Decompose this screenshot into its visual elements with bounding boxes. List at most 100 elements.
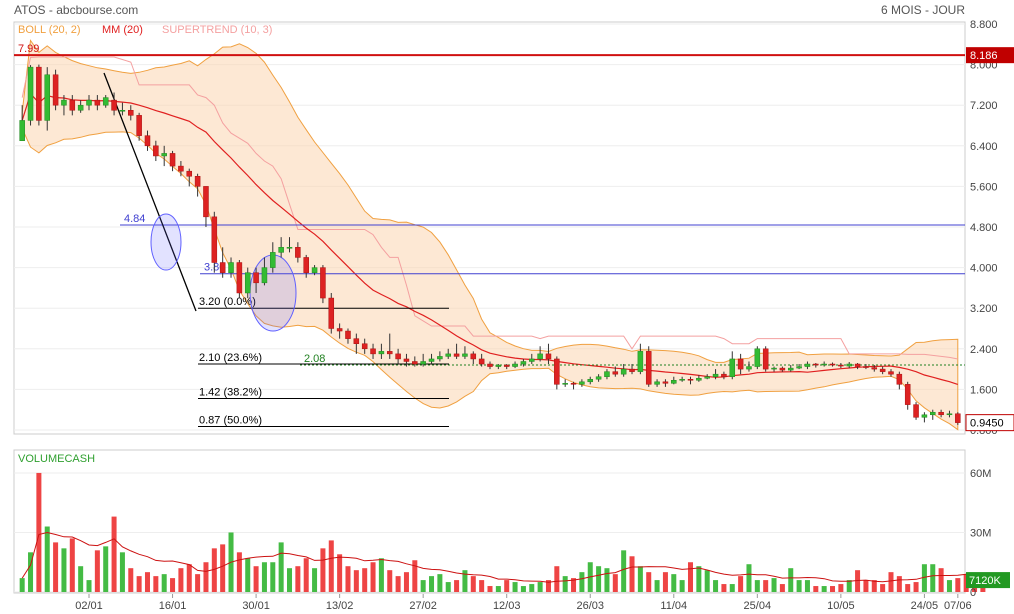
candle-body <box>453 353 460 357</box>
price-tick-label: 3.200 <box>970 303 998 315</box>
candle-body <box>27 66 34 121</box>
resistance-badge <box>966 47 1014 64</box>
volume-bar <box>286 568 293 592</box>
candle-body <box>336 328 343 332</box>
candle-body <box>244 272 251 294</box>
candle-body <box>253 272 259 284</box>
volume-bar <box>838 584 844 592</box>
volume-bar <box>295 566 301 592</box>
date-tick-label: 16/01 <box>159 600 187 612</box>
volume-bar <box>855 570 861 592</box>
candle-body <box>228 262 234 273</box>
candle-body <box>403 358 410 362</box>
highlight-ellipse-1 <box>150 213 182 271</box>
volume-bar <box>412 560 418 592</box>
candle-body <box>386 351 393 355</box>
price-tick-label: 8.800 <box>970 19 998 31</box>
date-axis: 02/01 16/01 30/01 13/02 27/02 12/03 26/03 11/04… <box>75 594 972 612</box>
volume-bar <box>86 580 92 592</box>
volume-bar <box>320 548 326 592</box>
volume-bar <box>36 472 42 592</box>
fib-label: 1.42 (38.2%) <box>199 387 262 399</box>
volume-bar <box>763 580 769 592</box>
level-label: 4.84 <box>124 213 145 225</box>
candle-body <box>813 363 819 366</box>
volume-bar <box>679 580 685 592</box>
volume-panel <box>13 449 966 594</box>
candle-body <box>554 358 560 385</box>
volume-bar <box>253 566 259 592</box>
candle-body <box>913 404 919 418</box>
volume-bar <box>930 564 936 592</box>
candle-body <box>286 247 293 249</box>
volume-bar <box>128 568 134 592</box>
date-tick-label: 02/01 <box>75 600 103 612</box>
volume-bar <box>946 580 952 592</box>
fib-label: 2.10 (23.6%) <box>199 352 262 364</box>
volume-bar <box>888 572 894 592</box>
volume-bar <box>161 574 167 592</box>
volume-bar <box>520 586 526 592</box>
candle-body <box>412 361 418 365</box>
volume-bar <box>111 516 117 592</box>
volume-bar <box>704 570 710 592</box>
candle-body <box>604 371 610 377</box>
candle-body <box>537 353 543 360</box>
bollinger-fill <box>21 39 959 431</box>
volume-bar <box>696 566 702 592</box>
candle-body <box>111 99 117 111</box>
volume-bar <box>938 568 944 592</box>
volume-bar <box>153 576 159 592</box>
candle-body <box>36 66 42 121</box>
level-label: 7.99 <box>18 43 39 55</box>
candle-body <box>854 363 861 367</box>
fibonacci-levels: 3.20 (0.0%) 2.10 (23.6%) 1.42 (38.2%) 0.87 … <box>198 296 449 427</box>
candle-body <box>712 373 719 377</box>
candle-body <box>178 165 184 172</box>
chart-period: 6 MOIS - JOUR <box>881 3 965 17</box>
candle-body <box>295 247 301 258</box>
volume-bar <box>103 546 109 592</box>
volume-bar <box>119 552 125 592</box>
candle-body <box>144 135 151 147</box>
volume-bar <box>754 580 760 592</box>
date-tick-label: 12/03 <box>493 600 521 612</box>
volume-tick-label: 0 <box>970 587 976 599</box>
candle-body <box>579 381 585 385</box>
candle-body <box>787 367 794 371</box>
moving-average-path <box>21 92 958 385</box>
last-price-badge-label: 0.9450 <box>970 418 1004 430</box>
candle-body <box>796 366 802 369</box>
candle-body <box>771 367 777 370</box>
volume-bar <box>771 578 777 592</box>
level-label: 2.08 <box>304 353 325 365</box>
price-tick-label: 2.400 <box>970 344 998 356</box>
candle-body <box>754 348 761 367</box>
volume-bar <box>955 578 961 592</box>
volume-bar <box>512 582 518 592</box>
candle-body <box>821 363 827 366</box>
candle-body <box>495 364 502 367</box>
price-tick-label: 4.800 <box>970 222 998 234</box>
candle-body <box>44 74 50 121</box>
candle-body <box>904 384 911 405</box>
candle-body <box>303 257 309 273</box>
candle-body <box>236 262 243 294</box>
volume-bar <box>395 576 401 592</box>
candle-body <box>161 153 167 157</box>
volume-bar <box>278 542 284 592</box>
candle-body <box>470 353 477 360</box>
candle-body <box>545 353 552 360</box>
volume-average-line <box>21 531 983 583</box>
candle-body <box>219 262 226 273</box>
candle-body <box>946 413 953 416</box>
date-tick-label: 10/05 <box>827 600 855 612</box>
fib-label: 0.87 (50.0%) <box>199 414 262 426</box>
volume-average-path <box>21 531 983 583</box>
volume-bar <box>554 566 560 592</box>
volume-bar <box>220 544 226 592</box>
volume-bar <box>571 578 577 592</box>
volume-bar <box>170 578 176 592</box>
candle-body <box>361 343 368 350</box>
chart-title: ATOS - abcbourse.com <box>14 3 138 17</box>
